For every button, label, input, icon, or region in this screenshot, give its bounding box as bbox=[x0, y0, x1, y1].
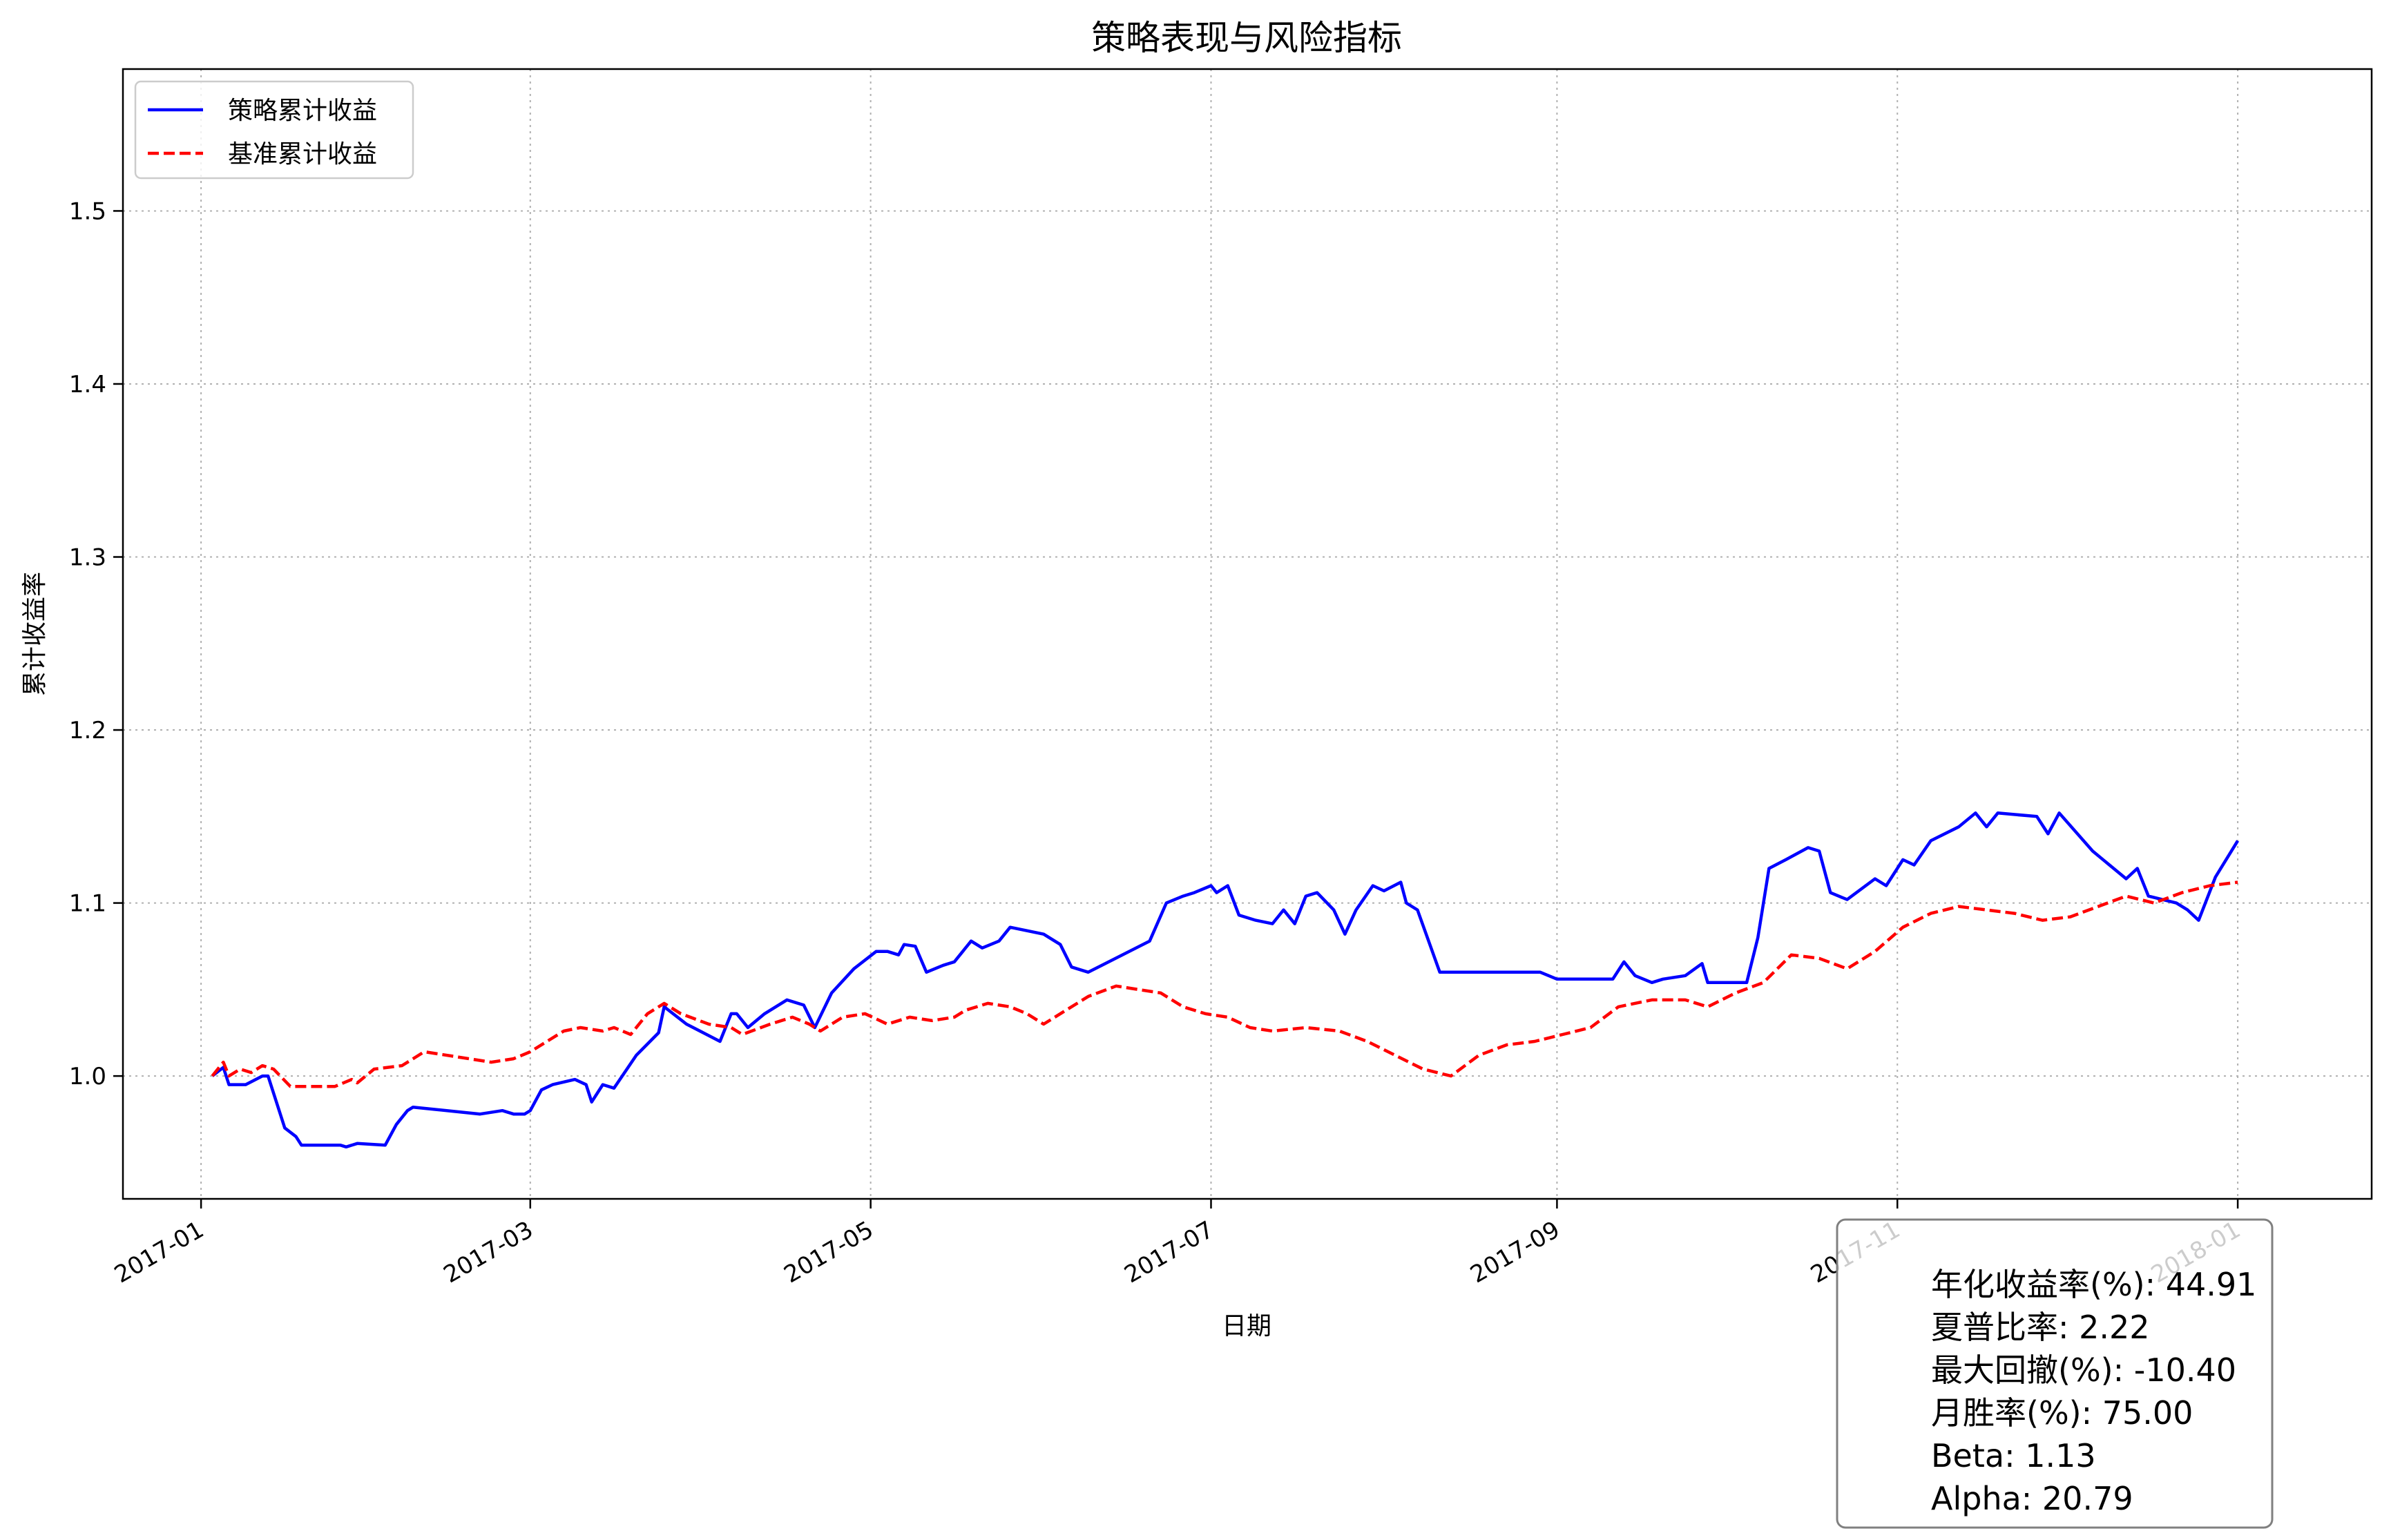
metric-annual-return: 年化收益率(%): 44.91 bbox=[1931, 1266, 2256, 1303]
y-tick-label: 1.0 bbox=[69, 1063, 106, 1090]
series-line-strategy bbox=[211, 811, 2240, 1149]
y-tick-label: 1.5 bbox=[69, 198, 106, 225]
legend-label-benchmark: 基准累计收益 bbox=[228, 140, 377, 169]
y-tick-label: 1.4 bbox=[69, 371, 106, 398]
metric-monthly-win-rate: 月胜率(%): 75.00 bbox=[1931, 1394, 2193, 1432]
legend: 策略累计收益 基准累计收益 bbox=[134, 80, 414, 180]
y-tick-label: 1.1 bbox=[69, 890, 106, 918]
metrics-frame bbox=[1836, 1218, 2274, 1529]
metric-max-drawdown: 最大回撤(%): -10.40 bbox=[1931, 1351, 2236, 1389]
series-layer bbox=[211, 811, 2240, 1149]
x-axis-label: 日期 bbox=[1222, 1312, 1271, 1340]
metric-alpha: Alpha: 20.79 bbox=[1931, 1480, 2133, 1517]
y-tick-label: 1.3 bbox=[69, 544, 106, 572]
series-line-benchmark bbox=[211, 880, 2238, 1088]
plot-frame bbox=[122, 68, 2373, 1200]
grid-layer bbox=[123, 69, 2372, 1199]
metric-beta: Beta: 1.13 bbox=[1931, 1437, 2096, 1474]
y-tick-label: 1.2 bbox=[69, 717, 106, 744]
legend-frame bbox=[134, 80, 414, 180]
metric-sharpe: 夏普比率: 2.22 bbox=[1931, 1309, 2150, 1346]
legend-label-strategy: 策略累计收益 bbox=[228, 97, 377, 125]
chart-title: 策略表现与风险指标 bbox=[1091, 18, 1402, 58]
y-axis-label: 累计收益率 bbox=[21, 572, 49, 696]
y-axis: 1.0 1.1 1.2 1.3 1.4 1.5 bbox=[69, 198, 123, 1090]
metrics-box: 年化收益率(%): 44.91 夏普比率: 2.22 最大回撤(%): -10.… bbox=[1836, 1218, 2274, 1529]
